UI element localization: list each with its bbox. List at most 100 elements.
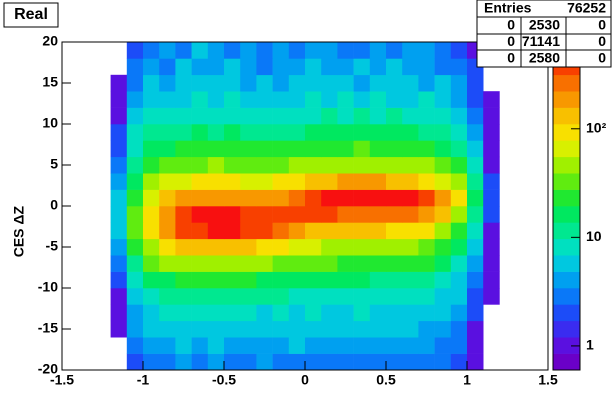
cell [353, 353, 371, 371]
color-bar-segment [553, 304, 580, 322]
cell [386, 255, 403, 272]
x-tick-label: 1 [463, 372, 471, 388]
cell [126, 173, 144, 190]
cell [467, 337, 484, 354]
cell [305, 304, 322, 322]
cell [256, 189, 273, 207]
cell [305, 156, 322, 174]
y-axis-label: CES ΔZ [11, 206, 27, 258]
cell [224, 74, 241, 92]
cell [467, 255, 484, 272]
cell [369, 124, 387, 141]
cell [288, 353, 306, 371]
cell [402, 320, 419, 338]
cell [450, 206, 468, 223]
cell [337, 288, 354, 305]
cell [369, 320, 387, 338]
cell [240, 353, 257, 371]
cell [369, 140, 387, 158]
cell [305, 320, 322, 338]
cell [402, 189, 419, 207]
cell [191, 91, 209, 108]
cell [207, 140, 225, 158]
cell [418, 156, 435, 174]
cell [224, 304, 241, 322]
cell [305, 140, 322, 158]
cell [143, 107, 160, 125]
cell [191, 320, 209, 338]
cell [321, 42, 338, 59]
cell [450, 271, 468, 289]
color-bar-segment [553, 337, 580, 354]
cell [191, 140, 209, 158]
cell [126, 206, 144, 223]
cell [240, 189, 257, 207]
cell [305, 107, 322, 125]
cell [402, 255, 419, 272]
cell [434, 320, 452, 338]
cell [386, 238, 403, 256]
cell [240, 255, 257, 272]
stats-entries: 76252 [567, 0, 606, 16]
color-bar-segment [553, 74, 580, 92]
cell [110, 304, 128, 322]
cell [353, 91, 371, 108]
cell [369, 189, 387, 207]
cell [353, 140, 371, 158]
cell [288, 304, 306, 322]
cell [159, 337, 176, 354]
cell [450, 238, 468, 256]
cell [175, 173, 192, 190]
cell [224, 124, 241, 141]
cell [483, 91, 500, 108]
cell [159, 42, 176, 59]
color-bar-segment [553, 189, 580, 207]
title-box [3, 2, 59, 28]
cell [288, 238, 306, 256]
cell [207, 238, 225, 256]
cell [191, 173, 209, 190]
cell [337, 304, 354, 322]
color-bar-segment [553, 91, 580, 108]
cell [159, 206, 176, 223]
cell [369, 353, 387, 371]
cell [175, 337, 192, 354]
cell [321, 156, 338, 174]
cell [369, 206, 387, 223]
cell [418, 107, 435, 125]
cell [353, 304, 371, 322]
cell [272, 189, 290, 207]
cell [353, 173, 371, 190]
y-tick-label: -10 [38, 279, 58, 295]
cell [224, 58, 241, 76]
cell [175, 91, 192, 108]
cell [175, 156, 192, 174]
cell [369, 304, 387, 322]
cell [402, 271, 419, 289]
cell [434, 353, 452, 371]
cell [207, 124, 225, 141]
cell [386, 140, 403, 158]
cell [126, 91, 144, 108]
cell [321, 206, 338, 223]
cell [305, 124, 322, 141]
cell [224, 271, 241, 289]
cell [483, 238, 500, 256]
cell [288, 74, 306, 92]
cell [353, 189, 371, 207]
color-bar-segment [553, 156, 580, 174]
cell [272, 140, 290, 158]
cell [467, 124, 484, 141]
cell [126, 353, 144, 371]
cell [418, 124, 435, 141]
cell [272, 156, 290, 174]
cell [450, 222, 468, 240]
cell [256, 74, 273, 92]
cell [321, 337, 338, 354]
cell [110, 156, 128, 174]
chart-title: Real [14, 6, 48, 23]
cell [256, 271, 273, 289]
cell [143, 304, 160, 322]
cell [272, 58, 290, 76]
cell [402, 304, 419, 322]
